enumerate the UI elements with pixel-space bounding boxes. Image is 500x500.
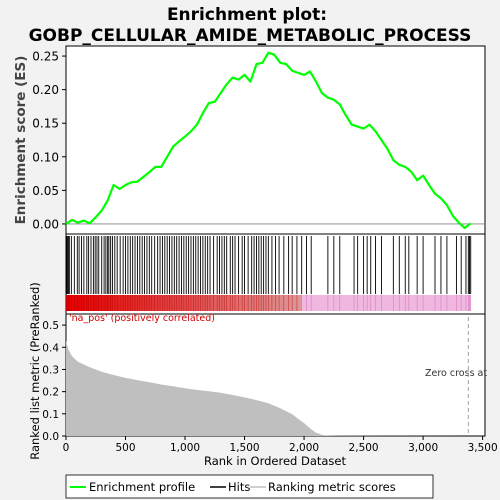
- x-tick-label: 2,500: [349, 442, 379, 454]
- legend-box: [65, 474, 434, 499]
- x-axis-title: Rank in Ordered Dataset: [204, 454, 347, 468]
- metric-y-axis-title: Ranked list metric (PreRanked): [28, 282, 42, 460]
- rank-bar-segment-positive: [230, 295, 238, 311]
- metric-y-tick-label: 0.5: [42, 320, 59, 332]
- rank-bar-segment-negative: [301, 295, 471, 311]
- positive-correlation-label: 'na_pos' (positively correlated): [69, 313, 215, 324]
- rank-bar-segment-positive: [219, 295, 226, 311]
- hit-ticks-group: [66, 236, 472, 294]
- es-y-tick-label: 0.00: [32, 217, 59, 231]
- es-y-tick-label: 0.10: [32, 150, 59, 164]
- es-line-group: [65, 51, 472, 230]
- es-y-tick-label: 0.25: [32, 50, 59, 64]
- chart-title-line2: GOBP_CELLULAR_AMIDE_METABOLIC_PROCESS: [29, 26, 472, 46]
- rank-bar-segment-positive: [213, 295, 220, 311]
- rank-bar-segment-positive: [119, 295, 126, 311]
- rank-bar-segment-positive: [254, 295, 261, 311]
- rank-bar-segment-positive: [284, 295, 291, 311]
- rank-bar-segment-positive: [289, 295, 297, 311]
- metric-area-group: [66, 340, 471, 436]
- es-y-tick-label: 0.20: [32, 83, 59, 97]
- rank-bar-segment-positive: [201, 295, 208, 311]
- x-tick-label: 0: [63, 442, 70, 454]
- es-y-tick-label: 0.05: [32, 184, 59, 198]
- legend-label-hits: Hits: [228, 480, 250, 494]
- rank-bar-segment-positive: [195, 295, 202, 311]
- rank-bar-segment-positive: [113, 295, 120, 311]
- es-y-tick-label: 0.15: [32, 117, 59, 131]
- es-y-axis-title: Enrichment score (ES): [13, 56, 29, 225]
- ranked-metric-area: [66, 340, 471, 436]
- rank-bar-segment-positive: [266, 295, 273, 311]
- rank-bar-segment-positive: [71, 295, 79, 311]
- rank-bar-segment-positive: [189, 295, 196, 311]
- es-y-axis: 0.00 0.05 0.10 0.15 0.20 0.25: [32, 50, 66, 231]
- rank-bar-segment-positive: [160, 295, 167, 311]
- metric-y-tick-label: 0.2: [42, 387, 59, 399]
- legend-label-enrichment: Enrichment profile: [89, 480, 195, 494]
- rank-bar-segment-positive: [142, 295, 149, 311]
- rank-bar-segment-positive: [89, 295, 96, 311]
- rank-bar-segment-positive: [177, 295, 185, 311]
- rank-bar-segment-positive: [242, 295, 249, 311]
- rank-bar-segment-positive: [77, 295, 84, 311]
- metric-y-tick-label: 0.0: [42, 431, 59, 443]
- rank-bar-segment-positive: [278, 295, 285, 311]
- rank-bar-segment-positive: [207, 295, 214, 311]
- rank-color-bar: [66, 295, 472, 311]
- rank-bar-segment-positive: [172, 295, 179, 311]
- legend-label-metric: Ranking metric scores: [268, 480, 396, 494]
- metric-y-tick-label: 0.3: [42, 364, 59, 376]
- rank-bar-segment-positive: [183, 295, 191, 311]
- x-tick-label: 1,000: [170, 442, 200, 454]
- x-tick-label: 500: [115, 442, 135, 454]
- rank-bar-segment-positive: [101, 295, 108, 311]
- x-tick-label: 3,000: [408, 442, 438, 454]
- metric-y-axis: 0.0 0.1 0.2 0.3 0.4 0.5: [42, 320, 66, 443]
- rank-bar-segment-positive: [130, 295, 138, 311]
- es-panel: [65, 45, 486, 235]
- rank-bar-segment-positive: [295, 295, 302, 311]
- zero-cross-label: Zero cross at: [425, 368, 487, 379]
- x-tick-label: 3,500: [468, 442, 498, 454]
- x-axis: 0 500 1,000 1,500 2,000 2,500 3,000 3,500: [63, 436, 498, 454]
- enrichment-profile-line: [65, 51, 472, 230]
- x-tick-label: 2,000: [289, 442, 319, 454]
- x-tick-label: 1,500: [230, 442, 260, 454]
- rank-bar-segment-positive: [236, 295, 244, 311]
- metric-y-tick-label: 0.4: [42, 342, 59, 354]
- chart-title-line1: Enrichment plot:: [167, 5, 327, 25]
- metric-y-tick-label: 0.1: [42, 409, 59, 421]
- rank-bar-segment-positive: [225, 295, 232, 311]
